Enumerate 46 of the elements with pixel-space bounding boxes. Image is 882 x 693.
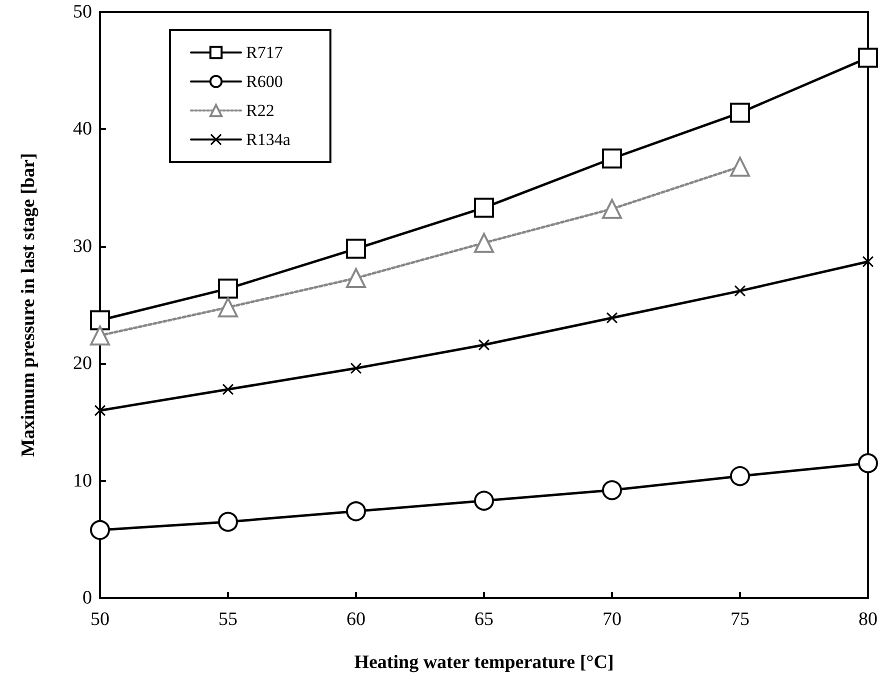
x-tick-label: 55: [218, 609, 238, 630]
point: [350, 362, 362, 374]
point: [474, 490, 494, 511]
point: [606, 312, 618, 324]
point: [478, 339, 490, 350]
point: [730, 102, 750, 123]
point: [474, 198, 494, 218]
x-tick-label: 70: [602, 609, 622, 630]
x-tick-label: 75: [730, 609, 750, 630]
legend-label: R134a: [246, 130, 291, 149]
point: [602, 480, 622, 500]
y-tick-label: 10: [73, 470, 92, 492]
point: [862, 256, 874, 268]
point: [734, 285, 746, 296]
y-tick-label: 20: [73, 353, 92, 374]
point: [858, 48, 878, 68]
y-tick-label: 0: [82, 588, 92, 608]
point: [858, 453, 878, 474]
point: [218, 278, 238, 299]
x-tick-label: 80: [858, 609, 878, 630]
point: [222, 384, 234, 395]
point: [94, 404, 106, 416]
point: [346, 268, 366, 288]
point: [730, 156, 750, 177]
point: [90, 325, 110, 346]
point: [474, 232, 494, 253]
y-tick-label: 30: [73, 236, 92, 257]
y-tick-label: 40: [73, 118, 92, 140]
point: [90, 520, 110, 540]
x-tick-label: 50: [90, 609, 110, 630]
x-tick-label: 60: [346, 609, 366, 630]
point: [602, 198, 622, 219]
point: [602, 148, 622, 168]
x-axis-title: Heating water temperature [°C]: [354, 652, 614, 673]
y-axis-title: Maximum pressure in last stage [bar]: [18, 153, 39, 457]
legend-label: R22: [246, 101, 274, 120]
point: [730, 466, 750, 486]
y-tick-label: 50: [73, 2, 92, 22]
legend-label: R717: [246, 43, 284, 62]
point: [346, 238, 366, 259]
point: [346, 501, 366, 522]
point: [90, 310, 110, 330]
legend-label: R600: [246, 72, 283, 91]
x-tick-label: 65: [474, 609, 494, 630]
point: [218, 512, 238, 532]
point: [218, 297, 238, 318]
